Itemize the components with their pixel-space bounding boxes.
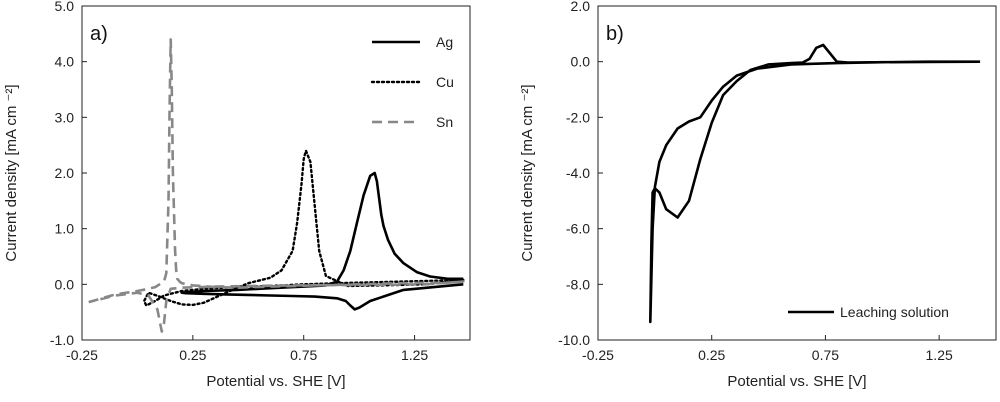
series-group-b	[649, 43, 981, 324]
y-tick-label: -8.0	[566, 276, 590, 292]
y-tick-label: 5.0	[55, 0, 75, 14]
series-group-a	[88, 38, 465, 333]
y-tick-label: 4.0	[55, 54, 75, 70]
series-line-ag	[180, 171, 464, 311]
x-tick-label: 0.75	[812, 347, 839, 363]
x-tick-label: 1.25	[926, 347, 953, 363]
y-tick-label: 2.0	[571, 0, 591, 14]
y-tick-label: 0.0	[55, 276, 75, 292]
y-tick-label: 0.0	[571, 54, 591, 70]
y-tick-label: -10.0	[558, 332, 590, 348]
x-axis-title-a: Potential vs. SHE [V]	[206, 373, 345, 390]
y-axis-title-a: Current density [mA cm ⁻²]	[3, 84, 20, 261]
legend-b: Leaching solution	[788, 304, 949, 320]
panel-label-a: a)	[90, 23, 108, 45]
chart-panel-b: -0.25 0.25 0.75 1.25 -10.0 -8.0 -6.0 -4.0 -2.0 0.…	[519, 0, 997, 390]
y-tick-label: -2.0	[566, 109, 590, 125]
y-axis-title-b: Current density [mA cm ⁻²]	[519, 84, 536, 261]
axis-ticks-b: -0.25 0.25 0.75 1.25 -10.0 -8.0 -6.0 -4.0 -2.0 0.…	[558, 0, 953, 363]
y-tick-label: -1.0	[50, 332, 74, 348]
y-tick-label: 1.0	[55, 221, 75, 237]
x-axis-title-b: Potential vs. SHE [V]	[727, 373, 866, 390]
y-tick-label: -4.0	[566, 165, 590, 181]
x-tick-label: 1.25	[401, 347, 428, 363]
series-line-sn	[88, 38, 465, 333]
axis-ticks-a: -0.25 0.25 0.75 1.25 -1.0 0.0 1.0 2.0 3.0 4.0 5.0	[50, 0, 429, 363]
chart-panel-a: -0.25 0.25 0.75 1.25-1.00.01.02.03.04.05.0 …	[3, 0, 471, 390]
legend-a: Ag Cu Sn	[370, 34, 454, 130]
x-tick-label: 0.25	[698, 347, 725, 363]
x-tick-label: -0.25	[66, 347, 98, 363]
y-tick-label: 2.0	[55, 165, 75, 181]
y-tick-label: 3.0	[55, 109, 75, 125]
legend-label: Cu	[436, 74, 454, 90]
y-tick-label: -6.0	[566, 221, 590, 237]
legend-label: Sn	[436, 114, 453, 130]
series-line-leaching-solution	[649, 43, 981, 324]
legend-label: Leaching solution	[840, 304, 949, 320]
x-tick-label: 0.75	[290, 347, 317, 363]
x-tick-label: 0.25	[179, 347, 206, 363]
legend-label: Ag	[436, 34, 453, 50]
x-tick-label: -0.25	[582, 347, 614, 363]
panel-label-b: b)	[606, 23, 624, 45]
